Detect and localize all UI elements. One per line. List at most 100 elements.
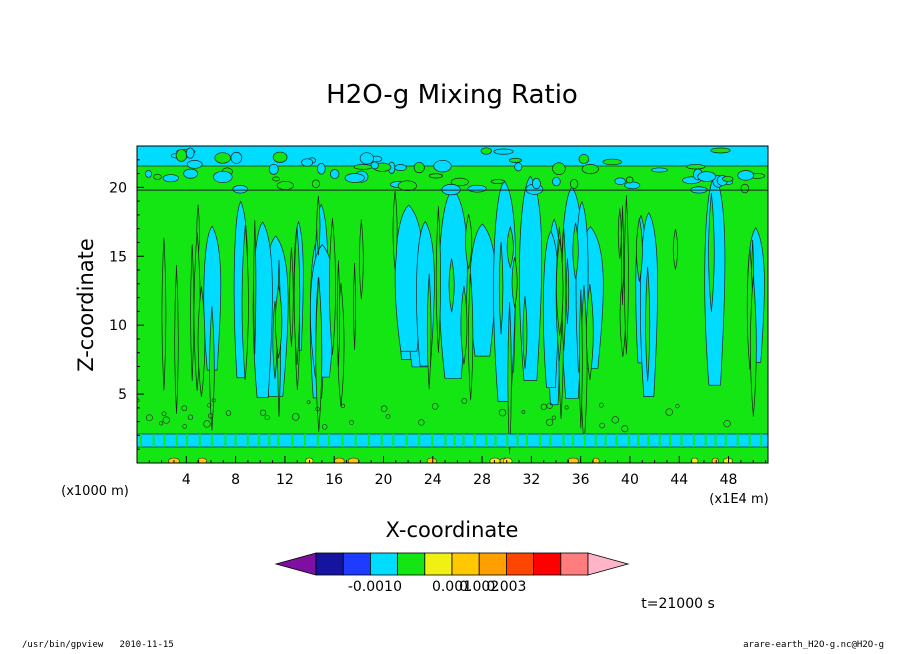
contour-dot <box>521 410 526 414</box>
contour-dot <box>564 405 569 410</box>
contour-dot <box>385 414 391 419</box>
upper-blob <box>651 167 668 173</box>
contour-field <box>137 146 768 463</box>
contour-dot <box>207 413 214 419</box>
x-tick-label: 12 <box>276 472 294 488</box>
upper-blob <box>532 177 541 190</box>
contour-dot <box>161 411 167 417</box>
footer-left: /usr/bin/gpview 2010-11-15 <box>22 640 174 650</box>
x-unit-label: (x1E4 m) <box>709 492 768 507</box>
contour-dot <box>260 409 267 416</box>
green-region <box>672 229 679 270</box>
upper-blob <box>428 173 443 179</box>
contour-dot <box>551 415 557 420</box>
x-tick-label: 8 <box>231 472 240 488</box>
contour-dot <box>225 410 232 416</box>
green-region <box>161 237 167 391</box>
cyan-region <box>519 175 543 381</box>
upper-blob <box>697 171 717 182</box>
upper-blob <box>737 170 755 181</box>
colorbar-cell <box>478 552 507 576</box>
contour-dot <box>675 403 680 409</box>
green-region <box>617 208 622 259</box>
upper-blob <box>268 163 279 175</box>
contour-dot <box>599 422 605 429</box>
upper-blob <box>602 158 622 166</box>
footer-right: arare-earth_H2O-g.nc@H2O-g <box>743 640 884 650</box>
upper-blob <box>450 177 469 187</box>
colorbar-cell <box>342 552 371 576</box>
upper-blob <box>467 184 487 193</box>
contour-dot <box>621 425 629 433</box>
x-tick-label: 4 <box>182 472 191 488</box>
x-axis: 4 8 12 16 20 24 28 32 36 40 44 48 <box>148 456 767 488</box>
upper-blob <box>311 179 320 189</box>
surface-blob <box>723 457 733 463</box>
cyan-region <box>203 225 222 371</box>
surface-blob <box>489 457 501 463</box>
upper-blob <box>370 161 379 170</box>
upper-blob <box>397 180 417 192</box>
upper-blob <box>214 152 231 164</box>
contour-dot <box>291 413 300 421</box>
green-region <box>498 242 504 335</box>
footer-source: arare-earth_H2O-g.nc@H2O-g <box>743 640 884 650</box>
surface-blob <box>711 457 719 463</box>
x-tick-label: 48 <box>720 472 738 488</box>
upper-blob <box>578 154 590 164</box>
contour-dot <box>158 421 164 426</box>
contour-dot <box>431 403 439 410</box>
green-region <box>621 205 624 305</box>
green-region <box>353 263 356 350</box>
colorbar-extend-low <box>274 552 317 576</box>
y-unit-label: (x1000 m) <box>61 484 129 499</box>
footer-program-path: /usr/bin/gpview <box>22 640 104 650</box>
green-region <box>624 195 629 355</box>
upper-blob <box>153 173 162 180</box>
chart-title: H2O-g Mixing Ratio <box>326 80 578 110</box>
upper-blob <box>230 151 243 164</box>
y-axis-label: Z-coordinate <box>74 238 98 372</box>
surface-blob <box>502 457 513 463</box>
green-region <box>578 289 583 429</box>
green-region <box>565 258 570 324</box>
y-tick-label: 10 <box>109 318 127 334</box>
colorbar-cell <box>505 552 534 576</box>
colorbar-cell <box>424 552 453 576</box>
x-tick-label: 28 <box>473 472 491 488</box>
contour-dot <box>181 405 188 412</box>
contour-dot <box>349 420 354 425</box>
upper-blob <box>186 160 203 169</box>
x-tick-label: 44 <box>670 472 688 488</box>
green-region <box>359 219 364 300</box>
green-region <box>316 195 321 256</box>
green-region <box>328 218 336 355</box>
upper-blob <box>272 176 280 182</box>
colorbar-cell <box>533 552 562 576</box>
upper-blob <box>317 162 326 175</box>
green-region <box>209 306 215 431</box>
green-region <box>460 285 468 365</box>
contour-dot <box>306 400 311 405</box>
green-region <box>506 225 514 269</box>
contour-dot <box>340 403 346 408</box>
green-region <box>468 274 474 401</box>
green-region <box>293 226 301 365</box>
upper-blob <box>175 149 188 162</box>
contour-dot <box>546 402 553 409</box>
contour-dot <box>315 406 320 412</box>
plot-area <box>136 145 769 464</box>
y-tick-label: 5 <box>118 387 127 403</box>
cyan-region <box>469 223 496 357</box>
upper-blob <box>183 168 198 179</box>
upper-blob <box>185 147 195 159</box>
contour-dot <box>203 420 211 428</box>
y-axis: 5 10 15 20 <box>109 159 144 450</box>
green-region <box>275 285 283 359</box>
upper-blob <box>614 177 626 185</box>
y-tick-label: 15 <box>109 249 127 265</box>
cyan-region <box>252 221 273 398</box>
upper-blob <box>162 174 179 183</box>
contour-dot <box>321 424 328 430</box>
x-tick-label: 40 <box>621 472 639 488</box>
